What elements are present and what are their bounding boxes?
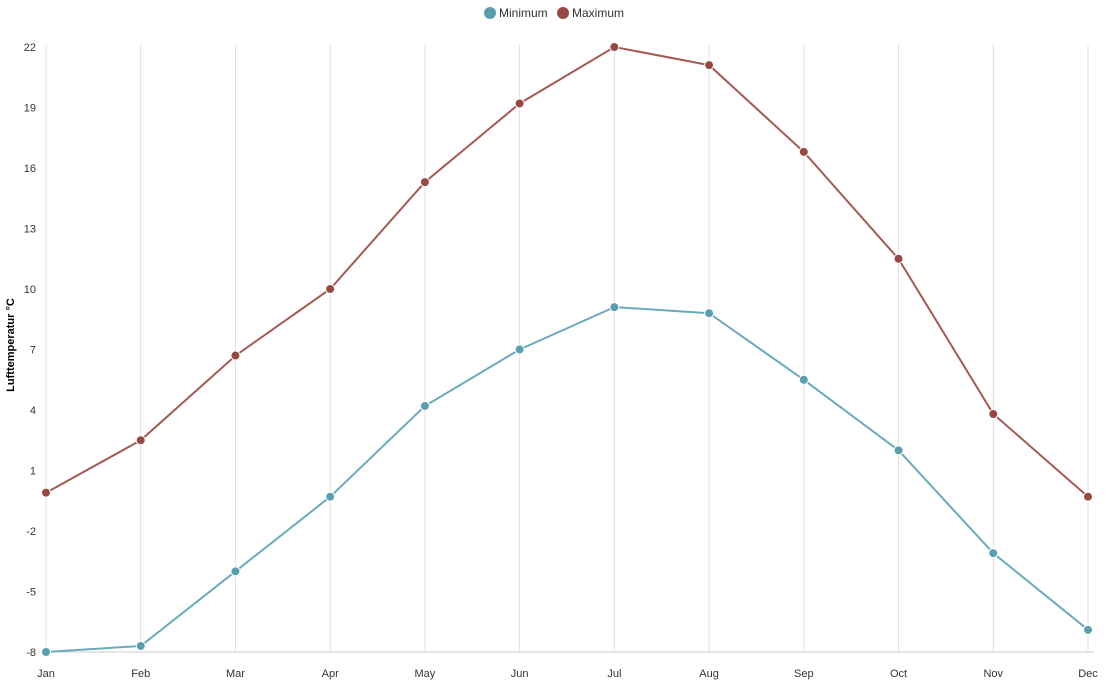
legend-label-maximum: Maximum (572, 6, 624, 20)
data-point-maximum-sep[interactable] (798, 146, 809, 157)
data-point-maximum-dec[interactable] (1083, 491, 1093, 502)
y-tick-label: -2 (26, 526, 36, 538)
data-point-minimum-jan[interactable] (41, 647, 51, 657)
data-point-maximum-mar[interactable] (230, 350, 241, 361)
data-point-minimum-may[interactable] (419, 400, 430, 411)
data-point-minimum-oct[interactable] (893, 445, 904, 456)
series-line-maximum (45, 45, 1089, 498)
y-axis-ticks: -8 -5 -2 1 4 7 10 13 16 19 22 (24, 42, 36, 659)
x-tick-label-sep: Sep (794, 668, 814, 680)
x-tick-label-may: May (415, 668, 436, 680)
x-tick-label-aug: Aug (699, 668, 719, 680)
x-tick-label-feb: Feb (131, 668, 150, 680)
x-tick-label-apr: Apr (322, 668, 339, 680)
x-tick-label-dec: Dec (1078, 668, 1098, 680)
x-tick-label-nov: Nov (983, 668, 1003, 680)
y-tick-label: 1 (30, 466, 36, 478)
series-line-minimum (45, 306, 1089, 653)
data-point-maximum-aug[interactable] (704, 60, 715, 71)
y-tick-label: 7 (30, 345, 36, 357)
legend-marker-minimum (484, 7, 496, 19)
y-tick-label: 13 (24, 224, 36, 236)
x-tick-label-mar: Mar (226, 668, 245, 680)
data-point-maximum-jun[interactable] (514, 98, 525, 109)
y-tick-label: 19 (24, 103, 36, 115)
series-maximum (41, 42, 1093, 502)
data-point-maximum-may[interactable] (419, 177, 430, 188)
y-tick-label: 16 (24, 163, 36, 175)
data-point-minimum-mar[interactable] (230, 566, 241, 577)
data-point-minimum-jul[interactable] (609, 302, 620, 313)
vertical-gridlines (45, 45, 1089, 652)
data-point-minimum-jun[interactable] (514, 344, 525, 355)
data-point-maximum-oct[interactable] (893, 253, 904, 264)
data-point-minimum-feb[interactable] (135, 640, 146, 651)
legend-marker-maximum (557, 7, 569, 19)
x-tick-label-jun: Jun (511, 668, 529, 680)
data-point-minimum-apr[interactable] (325, 491, 336, 502)
data-point-maximum-apr[interactable] (325, 284, 336, 294)
x-tick-label-oct: Oct (890, 668, 907, 680)
data-point-minimum-nov[interactable] (988, 548, 999, 559)
data-point-minimum-sep[interactable] (798, 374, 809, 385)
x-tick-label-jul: Jul (607, 668, 621, 680)
x-tick-label-jan: Jan (37, 668, 55, 680)
data-point-maximum-jan[interactable] (41, 487, 51, 498)
data-point-maximum-jul[interactable] (609, 42, 620, 52)
y-tick-label: 10 (24, 284, 36, 296)
data-point-minimum-dec[interactable] (1083, 624, 1093, 635)
y-tick-label: -8 (26, 647, 36, 659)
chart-legend: Minimum Maximum (484, 6, 624, 20)
data-point-minimum-aug[interactable] (704, 308, 715, 319)
legend-item-maximum[interactable]: Maximum (557, 6, 624, 20)
y-tick-label: -5 (26, 587, 36, 599)
data-point-maximum-nov[interactable] (988, 409, 999, 420)
x-axis-ticks: Jan Feb Mar Apr May Jun Jul Aug Sep Oct Nov Dec (37, 668, 1098, 680)
chart-series (41, 42, 1093, 657)
y-tick-label: 22 (24, 42, 36, 54)
legend-item-minimum[interactable]: Minimum (484, 6, 548, 20)
y-tick-label: 4 (30, 405, 36, 417)
legend-label-minimum: Minimum (499, 6, 548, 20)
y-axis-title: Lufttemperatur °C (5, 298, 17, 392)
series-minimum (41, 302, 1093, 657)
data-point-maximum-feb[interactable] (135, 435, 146, 446)
